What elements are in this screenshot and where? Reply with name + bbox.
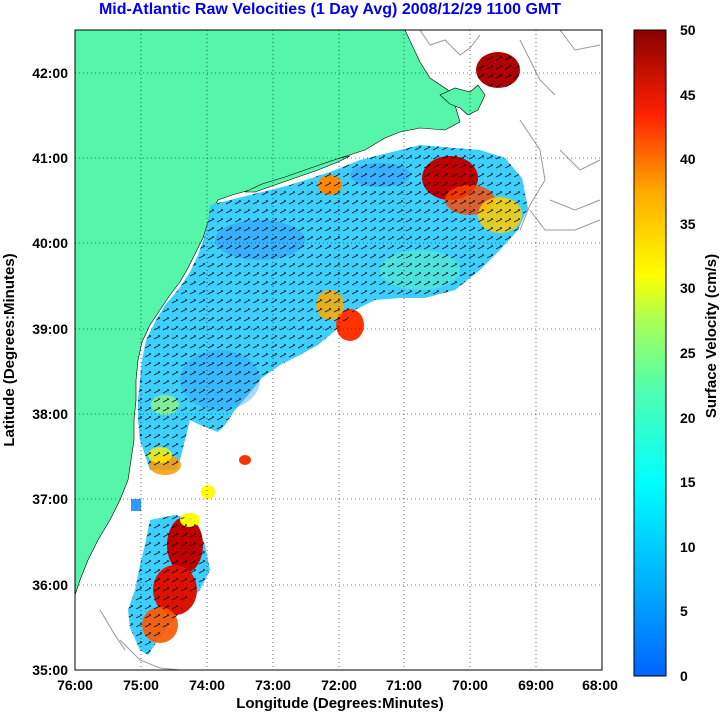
long-island	[244, 155, 351, 193]
x-axis: 76:00 75:00 74:00 73:00 72:00 71:00 70:0…	[57, 677, 618, 712]
x-tick: 69:00	[518, 677, 554, 693]
colorbar-gradient	[633, 29, 667, 677]
y-tick: 35:00	[32, 662, 68, 678]
y-tick: 36:00	[32, 577, 68, 593]
bathymetry-contours	[99, 30, 601, 670]
y-tick: 40:00	[32, 235, 68, 251]
page-title: Mid-Atlantic Raw Velocities (1 Day Avg) …	[98, 1, 562, 18]
x-tick: 70:00	[452, 677, 488, 693]
x-tick: 68:00	[582, 677, 618, 693]
x-tick: 75:00	[123, 677, 159, 693]
colorbar-label: Surface Velocity (cm/s)	[703, 254, 720, 418]
x-tick: 71:00	[386, 677, 422, 693]
colorbar-tick: 35	[680, 216, 696, 232]
colorbar-tick: 25	[680, 345, 696, 361]
colorbar-tick: 30	[680, 280, 696, 296]
cape-cod	[439, 84, 486, 116]
y-tick: 41:00	[32, 150, 68, 166]
y-tick: 38:00	[32, 406, 68, 422]
x-tick: 74:00	[189, 677, 225, 693]
x-tick: 72:00	[321, 677, 357, 693]
y-tick: 39:00	[32, 321, 68, 337]
x-axis-label: Longitude (Degrees:Minutes)	[236, 695, 444, 712]
x-tick: 76:00	[57, 677, 93, 693]
colorbar-tick: 0	[680, 668, 688, 684]
y-tick: 42:00	[32, 65, 68, 81]
y-axis: 42:00 41:00 40:00 39:00 38:00 37:00 36:0…	[1, 65, 68, 678]
colorbar-tick: 15	[680, 474, 696, 490]
colorbar-tick: 40	[680, 151, 696, 167]
map-grid	[75, 30, 602, 670]
colorbar: 50 45 40 35 30 25 20 15 10 5 0 Surface V…	[633, 22, 720, 684]
y-axis-label: Latitude (Degrees:Minutes)	[1, 253, 18, 446]
y-tick: 37:00	[32, 491, 68, 507]
colorbar-tick: 20	[680, 410, 696, 426]
colorbar-tick: 45	[680, 87, 696, 103]
colorbar-tick: 50	[680, 22, 696, 38]
map-area	[75, 30, 602, 670]
x-tick: 73:00	[255, 677, 291, 693]
colorbar-tick: 10	[680, 539, 696, 555]
colorbar-tick: 5	[680, 603, 688, 619]
